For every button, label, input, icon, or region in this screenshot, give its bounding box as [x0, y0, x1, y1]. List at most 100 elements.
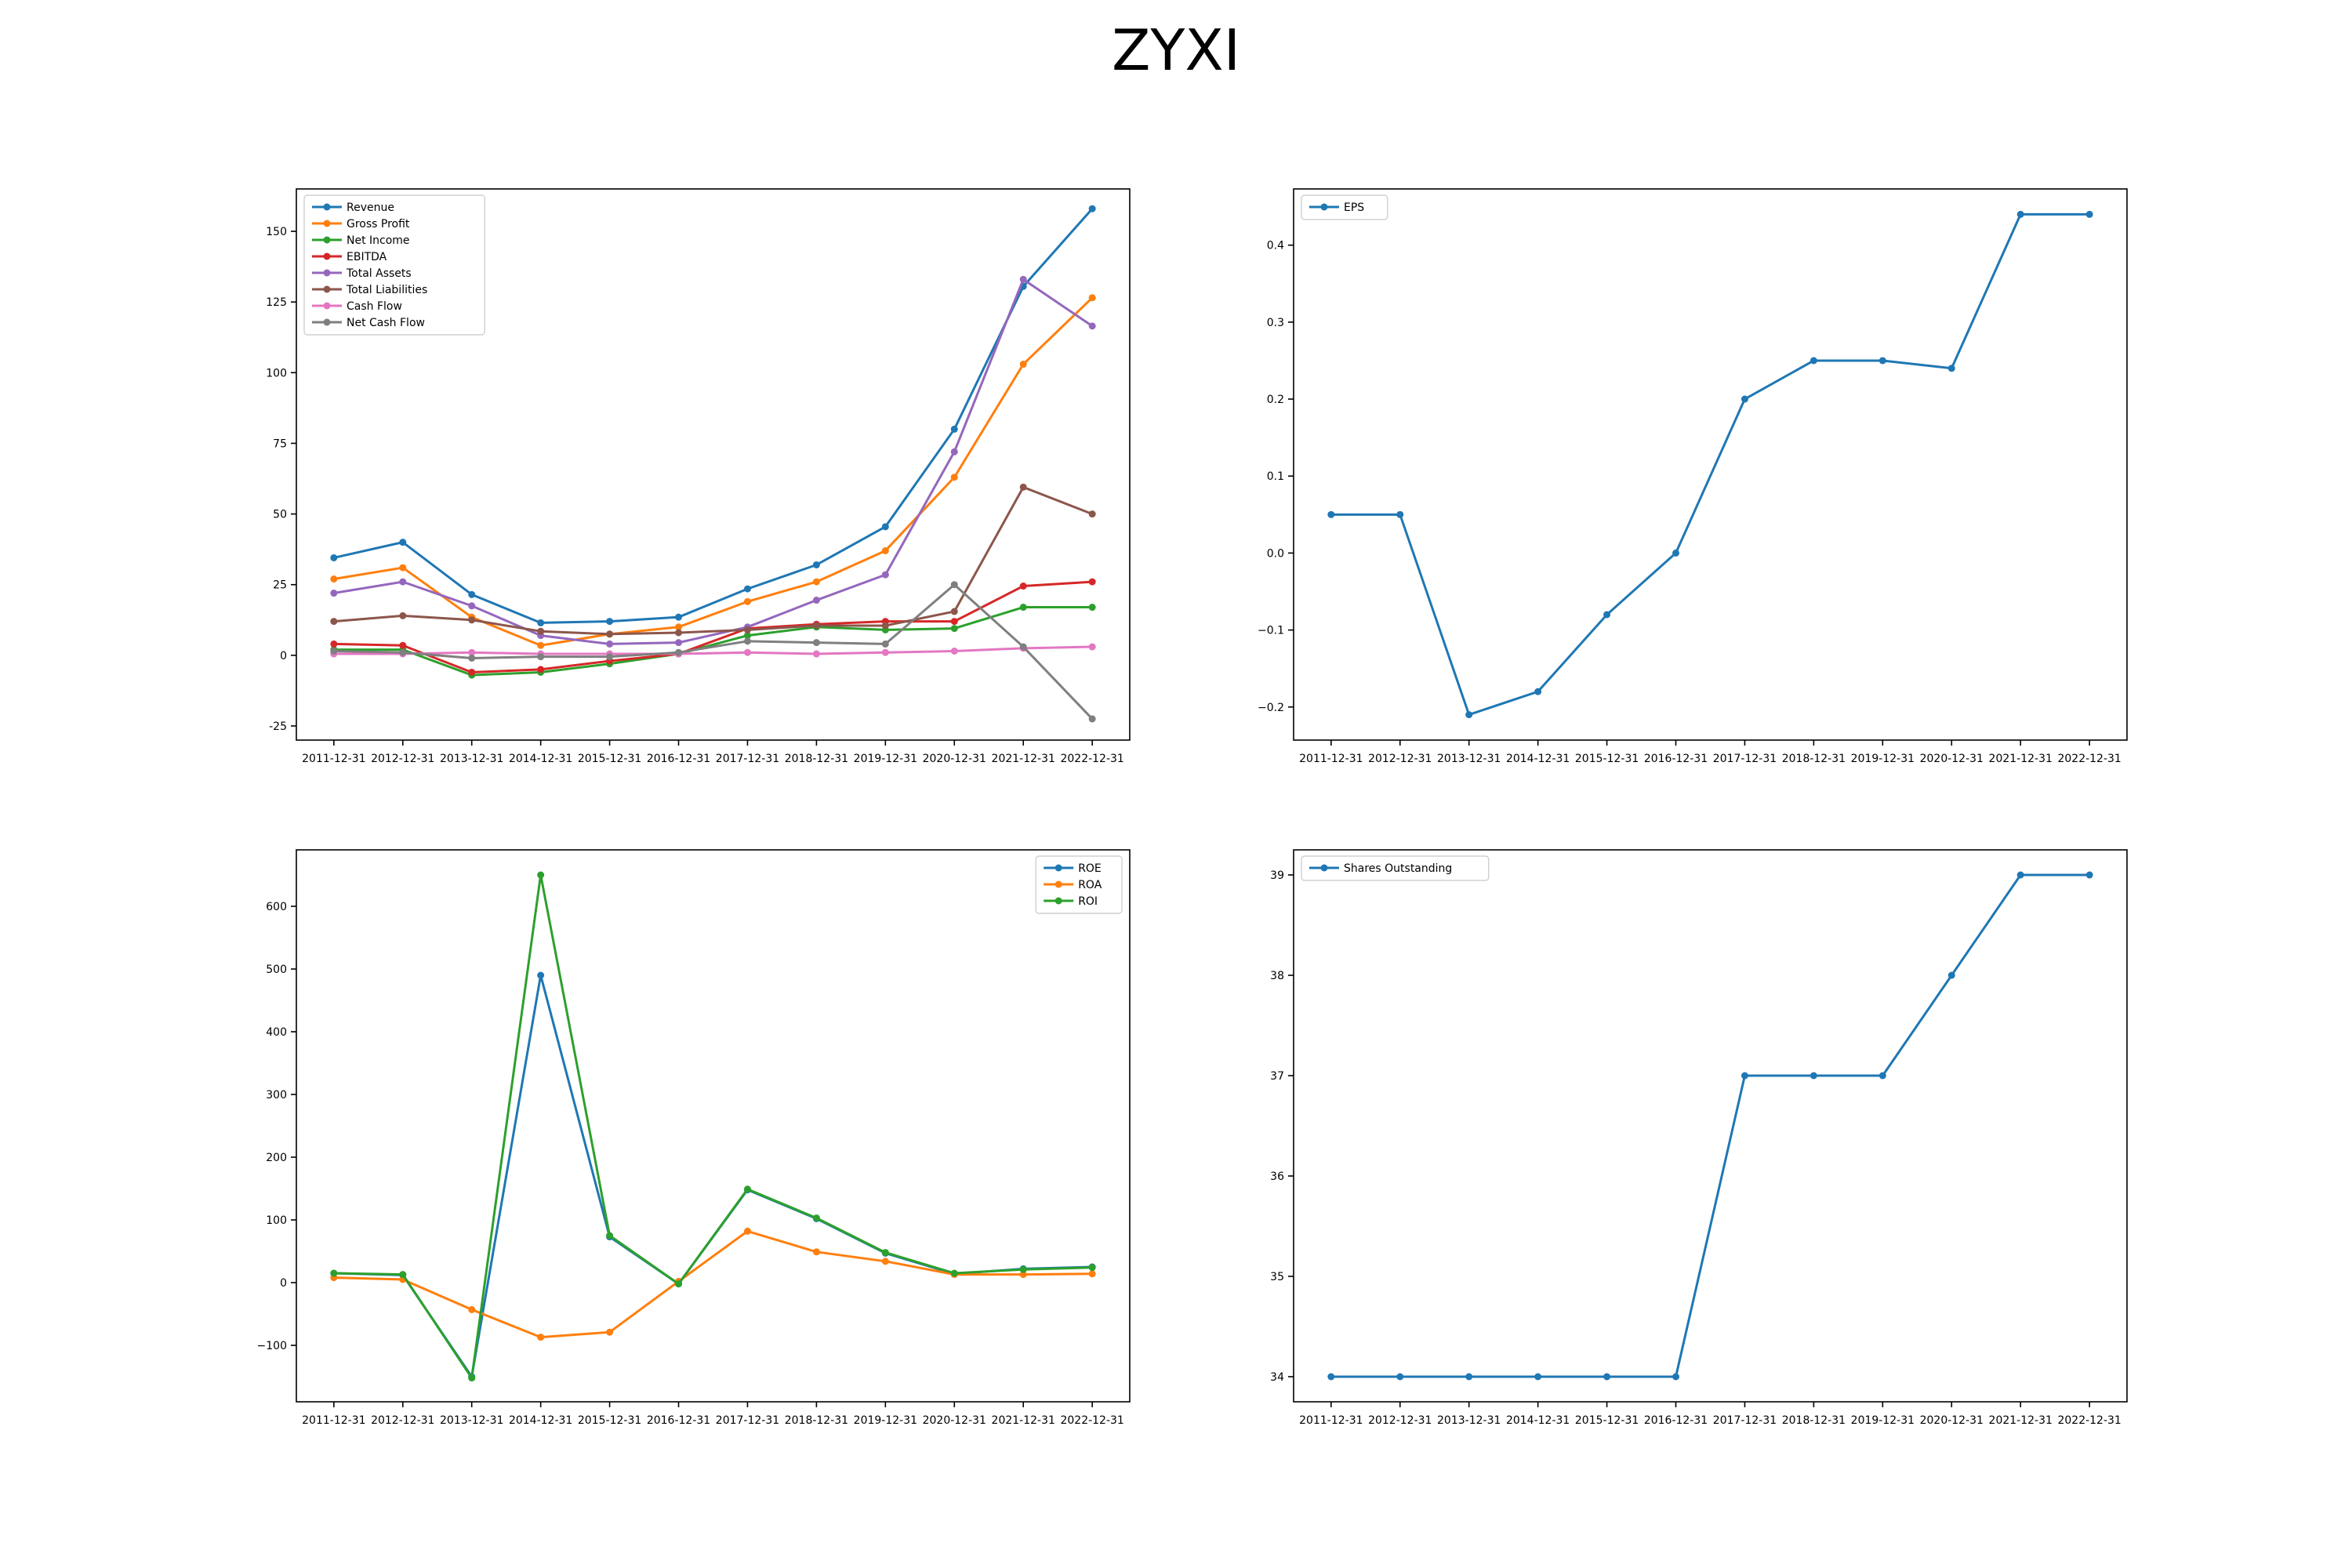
eps-chart: 2011-12-31 2012-12-31 2013-12-31 2014-12-31… [1258, 188, 2128, 765]
roi-point [537, 871, 545, 879]
x-tick-label: 2020-12-31 [1920, 1414, 1984, 1427]
x-tick-label: 2016-12-31 [1644, 753, 1708, 765]
net-cash-flow-point [812, 639, 820, 647]
net-cash-flow-point [330, 647, 338, 655]
legend-marker-shares-outstanding [1320, 864, 1328, 872]
x-tick-label: 2015-12-31 [578, 753, 641, 765]
y-tick-label: 0.0 [1267, 547, 1284, 560]
financials-chart: 2011-12-31 2012-12-31 2013-12-31 2014-12-31… [266, 188, 1131, 765]
revenue-point [468, 590, 476, 598]
ebitda-point [399, 641, 407, 649]
gross-profit-point [537, 641, 545, 649]
y-tick-label: 25 [273, 579, 287, 592]
ebitda-point [537, 666, 545, 673]
net-cash-flow-point [1088, 715, 1096, 723]
revenue-point [675, 613, 683, 621]
roa-point [606, 1328, 614, 1336]
x-tick-label: 2014-12-31 [1506, 753, 1570, 765]
legend-marker-eps [1320, 203, 1328, 211]
net-cash-flow-point [743, 637, 751, 645]
y-tick-label: 0.4 [1267, 240, 1284, 252]
roi-point [1019, 1265, 1027, 1273]
y-tick-label: 0.1 [1267, 470, 1284, 483]
x-tick-label: 2011-12-31 [1299, 1414, 1363, 1427]
total-liabilities-point [537, 627, 545, 635]
x-tick-label: 2015-12-31 [1575, 1414, 1639, 1427]
y-tick-label: −0.2 [1258, 702, 1284, 714]
net-cash-flow-point [399, 648, 407, 656]
legend-label-net-income: Net Income [347, 234, 410, 247]
gross-profit-point [743, 597, 751, 605]
legend-marker-gross-profit [323, 220, 331, 227]
revenue-point [743, 585, 751, 593]
total-liabilities-point [1088, 510, 1096, 518]
eps-point [1672, 549, 1680, 557]
shares-outstanding-point [1947, 971, 1955, 979]
y-tick-label: 500 [266, 964, 287, 976]
total-liabilities-point [399, 612, 407, 619]
total-liabilities-point [950, 608, 958, 615]
y-tick-label: 35 [1270, 1271, 1284, 1283]
y-tick-label: 300 [266, 1089, 287, 1102]
x-tick-label: 2020-12-31 [1920, 753, 1984, 765]
ebitda-line [333, 580, 1093, 673]
legend-marker-net-income [323, 236, 331, 244]
x-tick-label: 2014-12-31 [509, 753, 572, 765]
x-tick-label: 2022-12-31 [1060, 753, 1123, 765]
total-assets-point [881, 571, 889, 579]
shares-outstanding-point [1465, 1373, 1473, 1381]
gross-profit-point [1088, 294, 1096, 302]
shares-outstanding-point [1534, 1373, 1542, 1381]
net-cash-flow-point [881, 640, 889, 648]
plot-frame [1293, 188, 2128, 741]
total-liabilities-line [333, 485, 1093, 636]
roa-line [333, 1229, 1093, 1339]
y-tick-label: 75 [273, 437, 287, 450]
cash-flow-point [1088, 643, 1096, 651]
roi-point [330, 1269, 338, 1277]
legend-label-roe: ROE [1078, 862, 1102, 875]
x-tick-label: 2022-12-31 [2057, 753, 2121, 765]
cash-flow-point [881, 648, 889, 656]
x-tick-label: 2016-12-31 [1644, 1414, 1708, 1427]
shares-outstanding-point [1672, 1373, 1680, 1381]
total-liabilities-point [1019, 483, 1027, 491]
y-tick-label: 38 [1270, 970, 1284, 982]
roe-point [537, 971, 545, 979]
eps-line [1330, 212, 2090, 717]
legend-label-total-assets: Total Assets [346, 267, 412, 280]
gross-profit-point [881, 546, 889, 554]
shares-outstanding-point [1740, 1072, 1748, 1080]
x-tick-label: 2018-12-31 [1782, 1414, 1846, 1427]
total-assets-point [1019, 275, 1027, 283]
revenue-point [881, 523, 889, 531]
y-tick-label: 200 [266, 1152, 287, 1164]
y-tick-label: 400 [266, 1026, 287, 1039]
x-tick-label: 2015-12-31 [1575, 753, 1639, 765]
eps-point [2016, 210, 2024, 218]
plot-frame [1293, 849, 2128, 1403]
net-cash-flow-line [333, 583, 1094, 720]
y-tick-label: 50 [273, 509, 287, 521]
net-cash-flow-point [468, 654, 476, 662]
x-tick-label: 2013-12-31 [440, 753, 503, 765]
roi-point [743, 1185, 751, 1193]
revenue-point [1088, 205, 1096, 212]
revenue-point [606, 618, 614, 626]
legend-label-shares-outstanding: Shares Outstanding [1344, 862, 1452, 875]
gross-profit-point [675, 623, 683, 631]
revenue-point [950, 425, 958, 433]
total-liabilities-point [468, 616, 476, 624]
legend-label-roa: ROA [1078, 879, 1102, 891]
net-income-line [333, 606, 1093, 677]
roi-point [950, 1269, 958, 1277]
x-tick-label: 2014-12-31 [1506, 1414, 1570, 1427]
returns-chart: 2011-12-31 2012-12-31 2013-12-31 2014-12-31… [257, 849, 1131, 1427]
x-tick-label: 2012-12-31 [371, 1414, 434, 1427]
ebitda-point [1088, 578, 1096, 586]
eps-point [1534, 688, 1542, 695]
x-tick-label: 2021-12-31 [1989, 753, 2053, 765]
roa-point [1019, 1271, 1027, 1279]
y-tick-label: −100 [257, 1340, 287, 1352]
x-tick-label: 2011-12-31 [1299, 753, 1363, 765]
